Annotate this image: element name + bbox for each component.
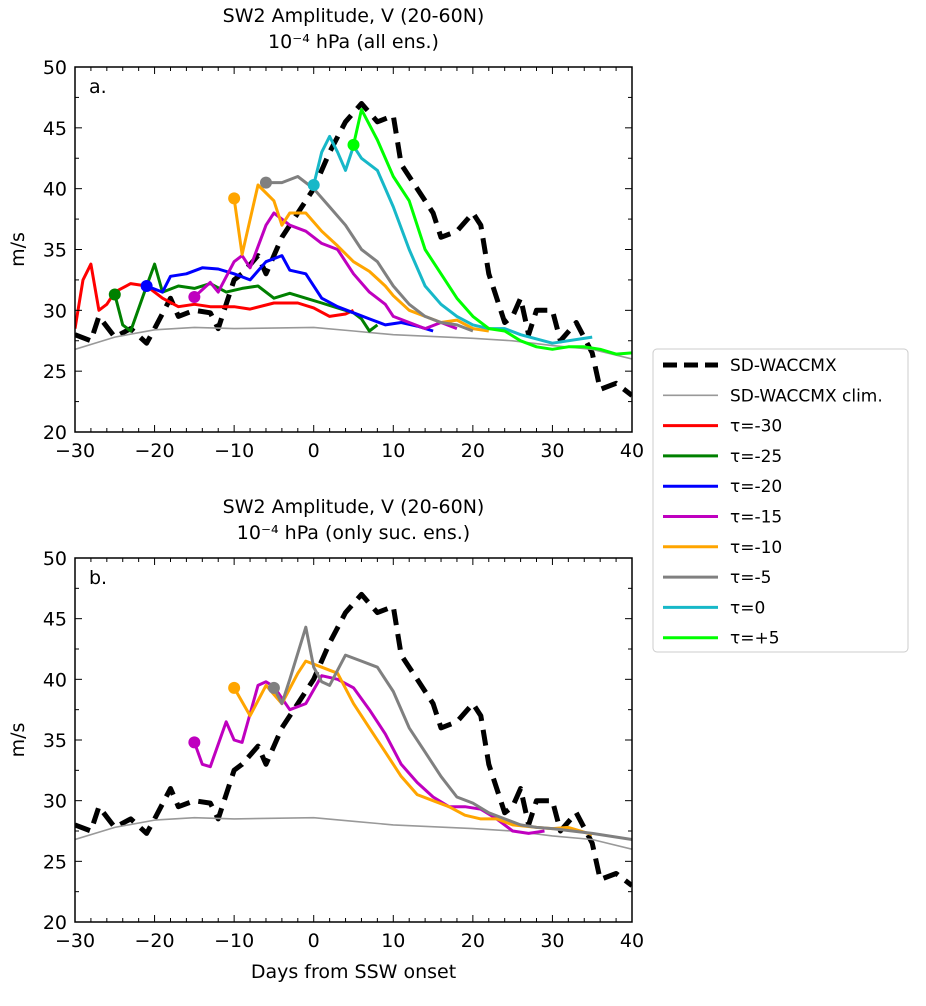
- series-line-0: [75, 591, 632, 888]
- legend-label-1: SD-WACCMX clim.: [730, 386, 883, 406]
- panel-a: SW2 Amplitude, V (20-60N) 10⁻⁴ hPa (all e…: [7, 5, 644, 462]
- series-line-0: [75, 101, 632, 398]
- legend-label-5: τ=-15: [730, 508, 782, 528]
- y-tick-label: 30: [43, 791, 67, 813]
- series-line-5: [193, 211, 458, 331]
- x-tick-label: 30: [540, 440, 564, 462]
- series-line-1: [75, 326, 632, 360]
- chart-title: SW2 Amplitude, V (20-60N): [223, 5, 485, 27]
- y-tick-label: 35: [43, 240, 67, 262]
- x-tick-label: 10: [381, 440, 405, 462]
- series-line-9: [352, 108, 632, 356]
- plot-area: [75, 591, 632, 888]
- y-tick-label: 20: [43, 912, 67, 934]
- series-line-3: [113, 262, 379, 333]
- series-line-1: [75, 816, 632, 850]
- x-tick-label: −20: [135, 440, 175, 462]
- x-tick-label: −20: [135, 930, 175, 952]
- y-tick-label: 25: [43, 851, 67, 873]
- series-line-4: [146, 254, 434, 333]
- y-tick-label: 45: [43, 118, 67, 140]
- legend-label-3: τ=-25: [730, 447, 782, 467]
- series-start-marker-9: [347, 138, 360, 151]
- y-tick-label: 50: [43, 57, 67, 79]
- series-start-marker-4: [267, 681, 280, 694]
- y-axis-label: m/s: [7, 723, 29, 758]
- series-start-marker-3: [108, 288, 121, 301]
- panel-b: SW2 Amplitude, V (20-60N) 10⁻⁴ hPa (only …: [7, 496, 644, 983]
- x-tick-label: 30: [540, 930, 564, 952]
- legend-label-9: τ=+5: [730, 629, 780, 649]
- series-line-4: [272, 625, 632, 841]
- y-tick-label: 30: [43, 300, 67, 322]
- panel-label: a.: [89, 76, 107, 98]
- x-tick-label: 0: [308, 930, 320, 952]
- x-tick-label: 40: [620, 930, 644, 952]
- panel-label: b.: [89, 567, 107, 589]
- y-tick-label: 50: [43, 548, 67, 570]
- x-tick-label: 20: [461, 930, 485, 952]
- legend-label-7: τ=-5: [730, 568, 771, 588]
- axes-frame: [74, 557, 633, 923]
- legend-label-6: τ=-10: [730, 538, 782, 558]
- series-line-7: [266, 175, 474, 333]
- y-tick-label: 40: [43, 669, 67, 691]
- series-start-marker-8: [307, 179, 320, 192]
- y-tick-label: 35: [43, 730, 67, 752]
- legend-label-0: SD-WACCMX: [730, 356, 837, 376]
- series-start-marker-6: [228, 192, 241, 205]
- y-tick-label: 20: [43, 422, 67, 444]
- series-start-marker-5: [188, 290, 201, 303]
- x-tick-label: 10: [381, 930, 405, 952]
- x-tick-label: 20: [461, 440, 485, 462]
- legend: SD-WACCMX SD-WACCMX clim. τ=-30 τ=-25 τ=-20 τ…: [652, 348, 909, 653]
- series-start-marker-3: [228, 681, 241, 694]
- plot-area: [75, 101, 632, 398]
- x-tick-label: −10: [214, 440, 254, 462]
- x-tick-label: 0: [308, 440, 320, 462]
- series-start-marker-4: [140, 280, 153, 292]
- series-line-2: [192, 674, 545, 835]
- y-tick-label: 25: [43, 361, 67, 383]
- axes-frame: [74, 66, 633, 433]
- chart-subtitle: 10⁻⁴ hPa (all ens.): [268, 31, 439, 53]
- series-start-marker-7: [259, 176, 272, 189]
- x-tick-label: −10: [214, 930, 254, 952]
- legend-label-2: τ=-30: [730, 417, 782, 437]
- series-line-8: [312, 134, 593, 345]
- y-tick-label: 45: [43, 609, 67, 631]
- chart-subtitle: 10⁻⁴ hPa (only suc. ens.): [237, 522, 470, 544]
- y-tick-label: 40: [43, 179, 67, 201]
- series-start-marker-2: [188, 736, 201, 749]
- legend-label-8: τ=0: [730, 598, 765, 618]
- y-axis-label: m/s: [7, 232, 29, 267]
- x-tick-label: −30: [55, 930, 95, 952]
- legend-label-4: τ=-20: [730, 477, 782, 497]
- x-axis-label: Days from SSW onset: [251, 961, 456, 983]
- chart-title: SW2 Amplitude, V (20-60N): [223, 496, 485, 518]
- x-tick-label: −30: [55, 440, 95, 462]
- x-tick-label: 40: [620, 440, 644, 462]
- series-line-2: [75, 262, 355, 329]
